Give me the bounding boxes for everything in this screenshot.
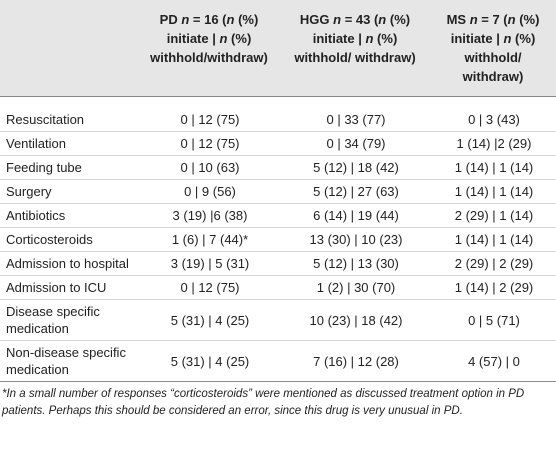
cell: 4 (57) | 0 <box>430 340 556 382</box>
cell: 2 (29) | 2 (29) <box>430 251 556 276</box>
header-text: n <box>365 31 374 46</box>
header-text: MS <box>446 12 470 27</box>
header-text: n <box>507 12 516 27</box>
cell: 13 (30) | 10 (23) <box>280 227 430 252</box>
table-body: Resuscitation 0 | 12 (75) 0 | 33 (77) 0 | 3… <box>0 96 556 382</box>
cell: 0 | 33 (77) <box>280 96 430 132</box>
table-row: Surgery 0 | 9 (56) 5 (12) | 27 (63) 1 (14) … <box>0 179 556 204</box>
cell: 0 | 12 (75) <box>138 275 280 300</box>
cell: 1 (6) | 7 (44)* <box>138 227 280 252</box>
table-row: Non-disease specific medication 5 (31) | … <box>0 340 556 382</box>
column-header: MS n = 7 (n (%) initiate | n (%) withhol… <box>430 0 556 97</box>
row-label: Resuscitation <box>0 96 138 132</box>
header-text: (%) initiate | <box>450 12 540 46</box>
cell: 0 | 5 (71) <box>430 299 556 341</box>
cell: 7 (16) | 12 (28) <box>280 340 430 382</box>
cell: 5 (31) | 4 (25) <box>138 340 280 382</box>
header-text: n <box>333 12 342 27</box>
row-label: Admission to ICU <box>0 275 138 300</box>
cell: 0 | 3 (43) <box>430 96 556 132</box>
cell: 5 (12) | 13 (30) <box>280 251 430 276</box>
cell: 1 (14) | 1 (14) <box>430 227 556 252</box>
header-text: (%) withhold/ withdraw) <box>462 31 536 84</box>
header-text: = 7 ( <box>477 12 508 27</box>
row-label: Corticosteroids <box>0 227 138 252</box>
table-row: Antibiotics 3 (19) |6 (38) 6 (14) | 19 (44… <box>0 203 556 228</box>
cell: 2 (29) | 1 (14) <box>430 203 556 228</box>
header-cell <box>0 0 138 97</box>
cell: 0 | 34 (79) <box>280 131 430 156</box>
header-text: (%) initiate | <box>312 12 411 46</box>
cell: 10 (23) | 18 (42) <box>280 299 430 341</box>
header-text: n <box>181 12 190 27</box>
table-row: Resuscitation 0 | 12 (75) 0 | 33 (77) 0 | 3… <box>0 96 556 132</box>
table: PD n = 16 (n (%) initiate | n (%) withho… <box>0 0 556 382</box>
cell: 0 | 10 (63) <box>138 155 280 180</box>
cell: 5 (31) | 4 (25) <box>138 299 280 341</box>
column-header: HGG n = 43 (n (%) initiate | n (%) withh… <box>280 0 430 97</box>
cell: 1 (14) | 2 (29) <box>430 275 556 300</box>
table-row: Ventilation 0 | 12 (75) 0 | 34 (79) 1 (14) … <box>0 131 556 156</box>
header-text: n <box>378 12 387 27</box>
cell: 0 | 9 (56) <box>138 179 280 204</box>
header-text: = 43 ( <box>341 12 379 27</box>
row-label: Ventilation <box>0 131 138 156</box>
header-text: (%) withhold/withdraw) <box>150 31 268 65</box>
cell: 1 (14) |2 (29) <box>430 131 556 156</box>
cell: 3 (19) |6 (38) <box>138 203 280 228</box>
header-text: PD <box>159 12 182 27</box>
header-text: n <box>219 31 228 46</box>
row-label: Non-disease specific medication <box>0 340 138 382</box>
cell: 1 (2) | 30 (70) <box>280 275 430 300</box>
header-row: PD n = 16 (n (%) initiate | n (%) withho… <box>0 0 556 97</box>
cell: 1 (14) | 1 (14) <box>430 155 556 180</box>
cell: 5 (12) | 18 (42) <box>280 155 430 180</box>
table-row: Admission to ICU 0 | 12 (75) 1 (2) | 30 (7… <box>0 275 556 300</box>
header-text: = 16 ( <box>189 12 227 27</box>
table-row: Disease specific medication 5 (31) | 4 (2… <box>0 299 556 341</box>
cell: 6 (14) | 19 (44) <box>280 203 430 228</box>
header-text: n <box>226 12 235 27</box>
row-label: Antibiotics <box>0 203 138 228</box>
table-row: Feeding tube 0 | 10 (63) 5 (12) | 18 (42) 1… <box>0 155 556 180</box>
table-row: Corticosteroids 1 (6) | 7 (44)* 13 (30) | … <box>0 227 556 252</box>
row-label: Surgery <box>0 179 138 204</box>
column-header: PD n = 16 (n (%) initiate | n (%) withho… <box>138 0 280 97</box>
cell: 0 | 12 (75) <box>138 96 280 132</box>
header-text: n <box>503 31 512 46</box>
cell: 0 | 12 (75) <box>138 131 280 156</box>
row-label: Feeding tube <box>0 155 138 180</box>
cell: 3 (19) | 5 (31) <box>138 251 280 276</box>
cell: 1 (14) | 1 (14) <box>430 179 556 204</box>
header-text: n <box>469 12 478 27</box>
header-text: (%) initiate | <box>166 12 259 46</box>
header-text: HGG <box>299 12 334 27</box>
cell: 5 (12) | 27 (63) <box>280 179 430 204</box>
footnote: *In a small number of responses “cortico… <box>2 388 525 417</box>
row-label: Disease specific medication <box>0 299 138 341</box>
header-text: (%) withhold/ withdraw) <box>294 31 416 65</box>
table-row: Admission to hospital 3 (19) | 5 (31) 5 (1… <box>0 251 556 276</box>
row-label: Admission to hospital <box>0 251 138 276</box>
